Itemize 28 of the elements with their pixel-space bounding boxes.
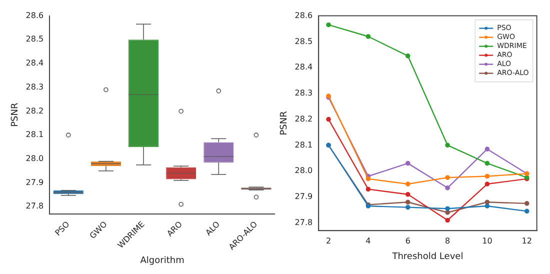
y-tick-label: 28.2: [26, 106, 44, 116]
y-tick-label: 28.6: [26, 10, 44, 20]
x-tick-label: 4: [366, 236, 371, 246]
x-tick-label: 12: [522, 236, 532, 246]
y-tick-label: 28.4: [26, 58, 44, 68]
x-tick-label: 10: [482, 236, 492, 246]
y-tick-label: 27.8: [26, 202, 44, 211]
y-tick-label: 27.9: [26, 178, 44, 187]
x-tick-label: 6: [405, 236, 410, 246]
x-axis-title: Algorithm: [140, 256, 184, 266]
y-tick-label: 28.5: [294, 36, 313, 46]
y-axis-title: PSNR: [280, 111, 290, 136]
y-tick-label: 28.6: [294, 10, 313, 20]
y-tick-label: 28.0: [294, 166, 313, 176]
y-tick-label: 27.8: [294, 218, 313, 227]
x-axis-title: Threshold Level: [391, 252, 464, 262]
y-tick-label: 28.5: [26, 34, 44, 44]
y-tick-label: 28.1: [294, 140, 313, 150]
y-tick-label: 28.1: [26, 130, 44, 140]
y-tick-label: 28.3: [294, 88, 313, 98]
y-axis-title: PSNR: [10, 102, 21, 127]
y-tick-label: 27.9: [294, 192, 313, 202]
y-tick-label: 28.4: [294, 62, 313, 72]
x-tick-label: 2: [326, 236, 332, 246]
x-tick-label: 8: [444, 236, 450, 246]
y-tick-label: 28.3: [26, 82, 44, 92]
y-tick-label: 28.0: [26, 154, 44, 164]
y-tick-label: 28.2: [294, 114, 313, 124]
